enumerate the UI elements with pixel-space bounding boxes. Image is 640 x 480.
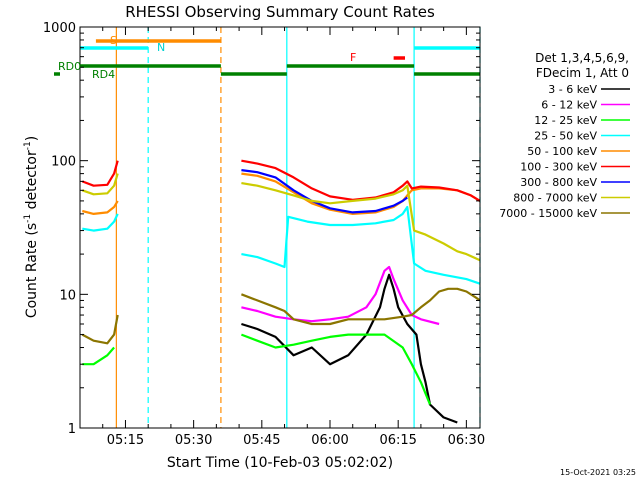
y-tick-label-0: 1 [68,422,76,437]
series-line-7-segment-1 [241,182,481,262]
plot-frame [79,26,481,429]
legend-label-1: 6 - 12 keV [541,99,597,112]
series-line-1-segment-0 [241,265,440,326]
x-tick-label-1: 05:30 [175,433,212,448]
series-line-3-segment-1 [241,205,481,285]
y-tick-label-2: 100 [51,155,76,170]
series-line-0-segment-0 [241,273,458,424]
x-tick-label-3: 06:00 [311,433,348,448]
legend: Det 1,3,4,5,6,9, FDecim 1, Att 0 3 - 6 k… [499,51,630,220]
y-axis-ticks: 1 10 100 1000 [43,21,480,437]
x-tick-label-0: 05:15 [107,433,144,448]
flag-label-n: N [157,41,165,54]
legend-header-line-2: FDecim 1, Att 0 [536,66,629,80]
x-tick-label-2: 05:45 [243,433,280,448]
series-line-8-segment-0 [81,314,119,345]
series-line-6-segment-0 [241,169,408,214]
series-layer [81,159,481,424]
y-axis-label: Count Rate (s-1 detector-1) [23,136,40,318]
x-tick-label-5: 06:30 [448,433,485,448]
legend-label-6: 300 - 800 keV [520,176,597,189]
series-line-7-segment-0 [81,173,119,196]
x-axis-label: Start Time (10-Feb-03 05:02:02) [167,455,393,471]
x-axis-ticks: 05:15 05:30 05:45 06:00 06:15 06:30 [79,27,485,448]
flag-label-f: F [350,51,356,64]
chart-title: RHESSI Observing Summary Count Rates [125,3,435,21]
series-line-8-segment-1 [241,287,481,326]
legend-label-3: 25 - 50 keV [534,130,597,143]
flag-bars [54,39,480,76]
timestamp: 15-Oct-2021 03:25 [560,468,636,477]
series-line-5-segment-1 [241,159,481,202]
x-tick-label-4: 06:15 [379,433,416,448]
series-line-2-segment-0 [82,346,115,366]
legend-label-7: 800 - 7000 keV [513,192,597,205]
flag-label-s: S [110,34,117,47]
legend-label-4: 50 - 100 keV [527,145,597,158]
legend-entries: 3 - 6 keV 6 - 12 keV 12 - 25 keV 25 - 50 ke… [499,83,630,220]
y-tick-label-3: 1000 [43,21,76,36]
legend-label-5: 100 - 300 keV [520,161,597,174]
series-line-4-segment-0 [82,200,119,215]
series-line-3-segment-0 [82,213,119,232]
legend-label-8: 7000 - 15000 keV [499,207,597,220]
legend-label-2: 12 - 25 keV [534,114,597,127]
legend-header-line-1: Det 1,3,4,5,6,9, [535,51,629,65]
series-line-2-segment-1 [241,333,432,405]
flag-label-rd4: RD4 [92,68,115,81]
legend-label-0: 3 - 6 keV [548,83,597,96]
series-line-5-segment-0 [81,160,119,187]
y-tick-label-1: 10 [59,288,76,303]
flag-label-rd0: RD0 [58,60,81,73]
